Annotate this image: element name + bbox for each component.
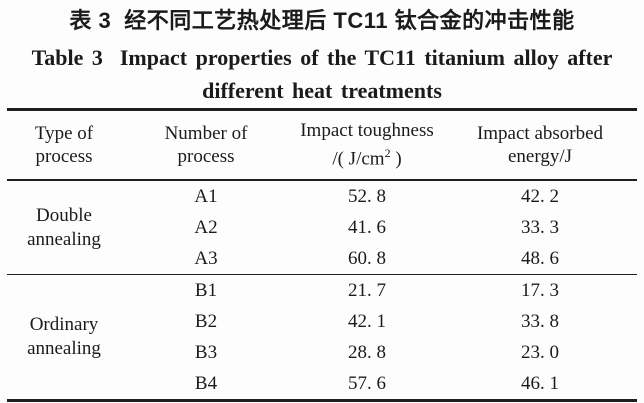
col-header-impact-toughness: Impact toughness /( J/cm2 ) [291,109,443,182]
unit-prefix: /( J/cm [332,148,385,170]
cell-impact-energy: 17. 3 [443,274,637,307]
col-header-line: Impact toughness [300,120,434,141]
group-label-line: Ordinary [29,314,99,336]
col-header-line: Number of [164,122,248,144]
cell-impact-energy: 42. 2 [521,186,559,208]
cell-process-number: B1 [121,274,291,307]
cell-process-number: B2 [194,311,218,333]
table-caption-en-label: Table 3 [31,45,103,70]
col-header-impact-absorbed-energy: Impact absorbed energy/J [443,109,637,182]
cell-impact-toughness: 41. 6 [348,217,386,239]
col-header-type-of-process: Type of process [7,109,121,182]
cell-impact-energy: 48. 6 [521,248,559,270]
unit-superscript: 2 [384,146,391,160]
table-row: A2 41. 6 33. 3 [7,212,637,243]
unit-suffix: ) [390,148,402,170]
col-header-number-of-process: Number of process [121,109,291,182]
table-caption-en-line2: different heat treatments [202,78,442,103]
table-row: B4 57. 6 46. 1 [7,368,637,401]
group-label-ordinary-annealing: Ordinary annealing [7,274,121,401]
cell-impact-energy: 33. 8 [521,311,559,333]
cell-process-number: B3 [194,342,218,364]
table-row: Double annealing A1 52. 8 42. 2 [7,180,637,250]
cell-process-number: A1 [194,186,218,208]
col-header-line: process [177,145,235,167]
group-label-line: annealing [27,338,101,360]
col-header-line: process [35,145,93,167]
col-header-unit: /( J/cm2 ) [291,142,443,170]
cell-impact-energy: 46. 1 [521,373,559,395]
group-label-double-annealing: Double annealing [7,180,121,275]
col-header-line: Type of [34,122,94,144]
table-caption-en-line1: Table 3 Impact properties of the TC11 tit… [0,44,644,71]
table-caption-zh-label: 表 3 [69,8,112,33]
table-caption-zh: 表 3 经不同工艺热处理后 TC11 钛合金的冲击性能 [0,7,644,35]
cell-impact-energy: 23. 0 [521,342,559,364]
cell-process-number: A2 [194,217,218,239]
table-row: Ordinary annealing B1 21. 7 17. 3 [7,274,637,401]
table-row: B2 42. 1 33. 8 [7,306,637,337]
cell-impact-toughness: 28. 8 [348,342,386,364]
cell-impact-toughness: 57. 6 [348,373,386,395]
col-header-line: Impact absorbed [476,122,604,144]
cell-impact-energy: 33. 3 [521,217,559,239]
col-header-line: energy/J [507,145,573,167]
table-header: Type of process Number of process Impact… [7,109,637,182]
cell-impact-toughness: 42. 1 [348,311,386,333]
cell-impact-toughness: 52. 8 [348,186,386,208]
table-caption-en-text: Impact properties of the TC11 titanium a… [119,45,613,70]
group-label-line: Double [36,204,92,226]
group-double-annealing: Double annealing A1 52. 8 42. 2 A2 41. 6… [7,180,637,275]
cell-process-number: A3 [194,248,218,270]
group-label-line: annealing [27,228,101,250]
table-row: B3 28. 8 23. 0 [7,337,637,368]
cell-impact-toughness: 21. 7 [291,274,443,307]
table-caption-zh-text: 经不同工艺热处理后 TC11 钛合金的冲击性能 [124,8,575,33]
cell-process-number: B4 [194,373,218,395]
cell-impact-toughness: 60. 8 [348,248,386,270]
table-row: A3 60. 8 48. 6 [7,243,637,275]
impact-properties-table: Type of process Number of process Impact… [7,108,637,403]
group-ordinary-annealing: Ordinary annealing B1 21. 7 17. 3 B2 42.… [7,274,637,401]
